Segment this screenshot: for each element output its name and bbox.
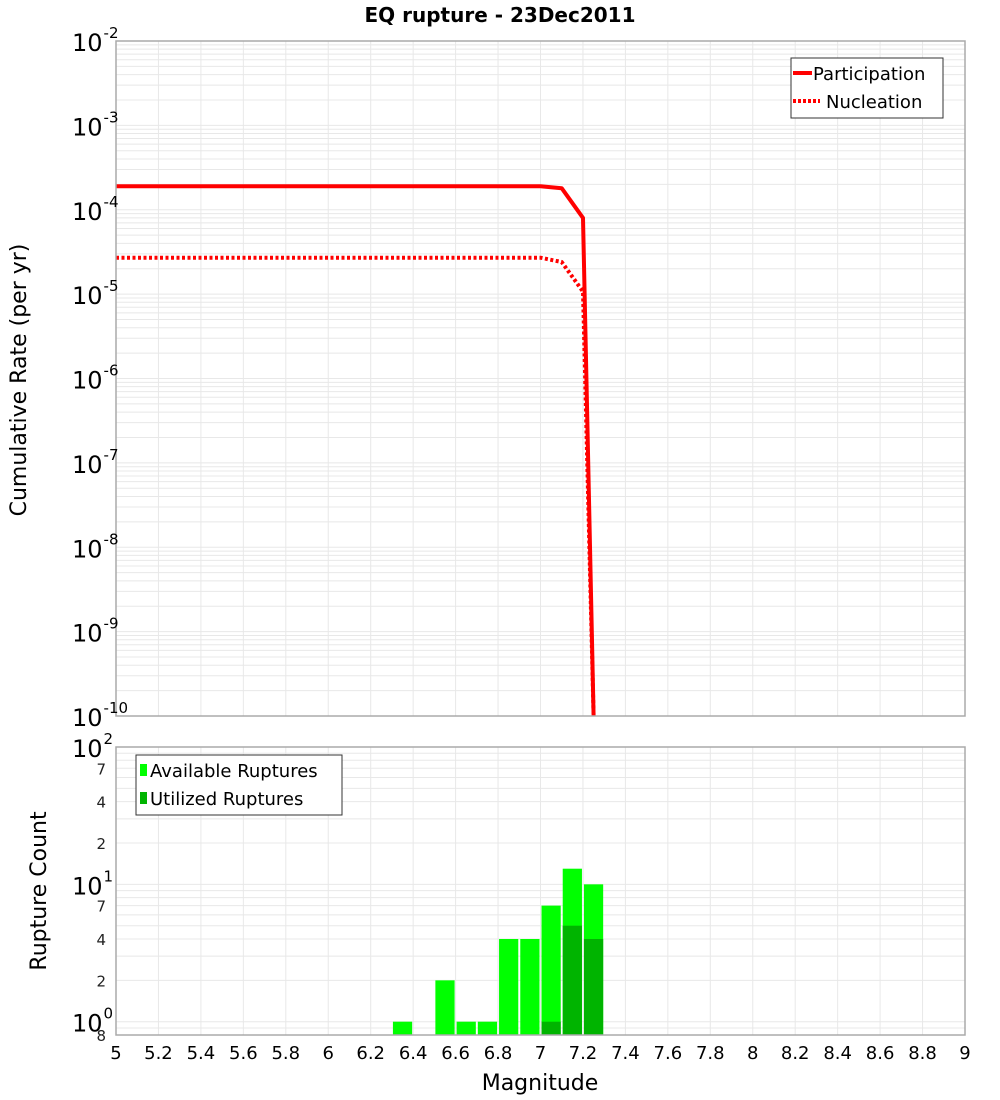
x-tick-label: 5.2 [144, 1043, 173, 1064]
x-tick-label: 5.4 [187, 1043, 216, 1064]
bottom-legend-box [135, 754, 343, 816]
rupture-bars [392, 868, 604, 1035]
y-minor-tick-label: 2 [96, 835, 106, 853]
bottom-y-axis-ticks: 102 101 100 7 4 2 7 4 2 8 [72, 730, 113, 1045]
bottom-legend: Available Ruptures Utilized Ruptures [135, 754, 343, 816]
chart-title: EQ rupture - 23Dec2011 [364, 3, 635, 27]
y-tick-label: 10-10 [72, 699, 128, 732]
nucleation-curve [116, 255, 596, 717]
x-tick-label: 7.4 [611, 1043, 640, 1064]
top-plot-frame [115, 40, 966, 717]
x-axis-label: Magnitude [482, 1071, 599, 1096]
x-tick-label: 5.8 [271, 1043, 300, 1064]
available-bar [392, 1021, 413, 1035]
top-legend: Participation Nucleation [790, 57, 944, 119]
x-tick-label: 9 [959, 1043, 970, 1064]
x-tick-label: 6.6 [441, 1043, 470, 1064]
x-tick-label: 8.4 [823, 1043, 852, 1064]
available-bar [520, 939, 540, 1035]
x-tick-label: 6 [323, 1043, 334, 1064]
y-tick-label: 10-3 [72, 108, 119, 141]
x-tick-label: 7 [535, 1043, 546, 1064]
available-legend-swatch-icon [140, 764, 147, 776]
top-grid [115, 41, 966, 717]
available-bar [456, 1021, 476, 1035]
x-tick-label: 8.8 [908, 1043, 937, 1064]
y-minor-tick-label: 4 [96, 794, 106, 812]
x-axis-ticks: 5 5.2 5.4 5.6 5.8 6 6.2 6.4 6.6 6.8 7 7.2 7.4 7.6 7.8 8… [110, 1043, 970, 1064]
y-minor-tick-label: 2 [96, 972, 106, 990]
y-tick-label: 10-5 [72, 277, 119, 310]
rate-curves [116, 184, 596, 717]
x-tick-label: 8 [747, 1043, 758, 1064]
x-tick-label: 6.2 [356, 1043, 385, 1064]
y-tick-label: 100 [72, 1005, 113, 1038]
utilized-bar [541, 1021, 561, 1035]
bottom-y-axis-label: Rupture Count [27, 811, 52, 971]
available-bar [477, 1021, 498, 1035]
bottom-plot-frame [115, 746, 966, 1036]
legend-utilized-ruptures: Utilized Ruptures [150, 789, 303, 810]
utilized-bar [583, 939, 604, 1035]
x-tick-label: 6.4 [399, 1043, 428, 1064]
x-tick-label: 7.8 [696, 1043, 725, 1064]
x-tick-label: 8.6 [866, 1043, 895, 1064]
legend-available-ruptures: Available Ruptures [150, 761, 318, 782]
available-bar [499, 939, 519, 1035]
y-tick-label: 101 [72, 867, 113, 900]
y-minor-tick-label: 7 [96, 760, 106, 778]
top-y-axis-label: Cumulative Rate (per yr) [7, 244, 32, 517]
x-tick-label: 7.2 [569, 1043, 598, 1064]
top-plot: 10-2 10-3 10-4 10-5 10-6 10-7 10-8 10-9 10-10 Cu… [7, 24, 966, 732]
y-tick-label: 10-2 [72, 24, 119, 57]
top-legend-box [790, 57, 944, 119]
legend-nucleation: Nucleation [826, 92, 922, 113]
y-minor-tick-label: 4 [96, 931, 106, 949]
y-tick-label: 10-9 [72, 615, 119, 648]
x-tick-label: 5.6 [229, 1043, 258, 1064]
y-minor-tick-label: 8 [96, 1027, 106, 1045]
bottom-plot: 102 101 100 7 4 2 7 4 2 8 Rupture Count Available… [27, 730, 966, 1045]
available-bar [541, 905, 561, 1035]
y-tick-label: 10-6 [72, 362, 119, 395]
x-tick-label: 7.6 [654, 1043, 683, 1064]
x-tick-label: 8.2 [781, 1043, 810, 1064]
y-tick-label: 10-7 [72, 446, 119, 479]
legend-participation: Participation [813, 64, 925, 85]
x-tick-label: 6.8 [484, 1043, 513, 1064]
y-tick-label: 10-4 [72, 193, 119, 226]
x-tick-label: 5 [110, 1043, 121, 1064]
available-bar [435, 980, 455, 1035]
utilized-legend-swatch-icon [140, 792, 147, 804]
top-y-axis-ticks: 10-2 10-3 10-4 10-5 10-6 10-7 10-8 10-9 10-10 [72, 24, 128, 732]
y-tick-label: 102 [72, 730, 113, 763]
y-tick-label: 10-8 [72, 530, 119, 563]
y-minor-tick-label: 7 [96, 898, 106, 916]
utilized-bar [562, 925, 582, 1035]
